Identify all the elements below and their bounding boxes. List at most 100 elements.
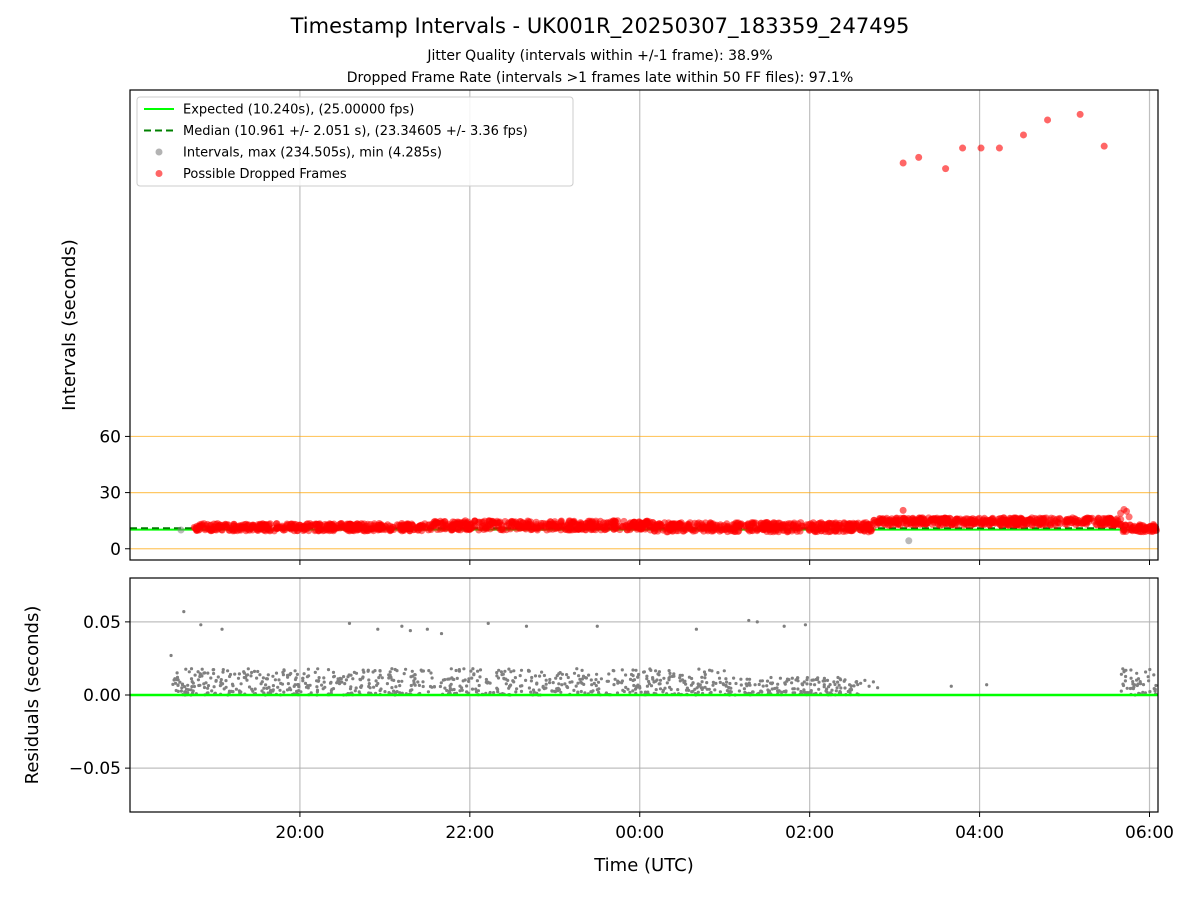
dropped-frame-point [488,517,496,525]
residual-point [705,681,709,685]
residual-point [222,687,226,691]
residual-point [408,629,412,633]
residual-point [876,686,880,690]
legend-label: Intervals, max (234.505s), min (4.285s) [183,146,442,161]
residual-point [231,690,235,694]
dropped-frame-point [597,526,605,534]
residual-point [717,676,722,680]
residual-point [587,673,591,677]
residual-point [503,669,507,673]
residual-point [700,680,704,684]
residual-point [769,675,773,680]
residual-point [703,685,707,689]
residual-point [187,670,191,674]
dropped-frame-point [910,517,918,525]
residual-point [714,681,718,686]
residual-point [288,686,292,690]
residual-point [476,669,480,673]
residual-point [565,673,569,677]
residual-point [524,678,528,683]
residual-point [190,685,194,689]
residual-point [173,677,177,681]
dropped-frame-point [537,519,545,527]
dropped-frame-point [969,520,977,528]
residual-point [761,684,765,688]
dropped-frame-point [636,521,644,529]
residual-point [728,686,732,690]
residual-point [590,683,594,687]
residual-point [757,682,761,687]
residual-point [353,689,357,693]
residual-point [349,685,353,689]
residual-point [470,676,474,680]
residual-point [694,627,698,631]
residual-point [599,677,604,681]
residual-point [751,690,755,694]
dropped-frame-point [1094,514,1102,522]
residual-point [566,675,570,680]
residual-point [770,681,775,685]
residual-point [458,689,462,693]
chart-subtitle-jitter: Jitter Quality (intervals within +/-1 fr… [427,48,773,64]
dropped-frame-point [525,518,533,526]
residual-point [711,680,716,685]
residual-point [612,669,616,673]
residual-point [497,668,501,672]
residual-point [390,686,394,690]
residual-point [737,689,742,693]
residual-point [189,667,194,671]
residual-point [713,688,717,692]
residual-point [1143,691,1147,695]
legend-intervals-swatch [155,148,163,156]
residual-point [242,670,246,674]
residual-point [419,668,423,672]
residual-point [409,683,413,688]
dropped-frame-point [737,521,744,528]
dropped-frame-point [386,522,394,530]
residual-point [221,670,225,674]
residual-point [274,671,279,675]
dropped-frame-point [875,519,883,527]
residual-point [665,681,669,685]
residual-point [504,682,508,686]
dropped-frame-point [243,522,251,530]
residual-point [347,673,351,677]
residual-point [628,677,633,682]
residual-point [624,673,628,677]
dropped-frame-point [750,519,758,527]
residual-point [209,676,213,680]
residual-point [848,690,852,694]
residual-point [1148,690,1152,694]
residual-point [457,669,461,673]
x-tick-label: 22:00 [445,823,494,843]
residual-point [264,683,268,687]
x-axis-label: Time (UTC) [593,855,694,876]
residual-point [697,667,701,671]
residual-point [834,689,838,693]
dropped-frame-point [729,524,737,532]
dropped-frame-point [1072,515,1080,523]
residual-point [594,684,598,688]
residual-point [678,679,682,683]
residual-point [492,691,496,695]
residual-point [1135,678,1139,682]
y-axis-label: Residuals (seconds) [22,606,43,785]
residual-point [639,690,643,694]
residual-point [412,681,416,685]
residual-point [1121,682,1125,686]
dropped-frame-point [551,520,559,528]
residual-point [589,678,593,682]
residual-point [654,679,658,683]
residual-point [196,670,200,674]
residual-point [529,679,534,683]
residual-point [269,690,273,694]
residual-point [394,685,398,689]
residual-point [647,682,652,686]
residual-point [1152,687,1156,691]
dropped-frame-point [1143,523,1151,531]
residual-points [171,667,1158,697]
dropped-frame-point [915,153,923,161]
residual-point [277,678,281,682]
dropped-frame-point [889,518,897,526]
dropped-frame-point [249,523,256,531]
